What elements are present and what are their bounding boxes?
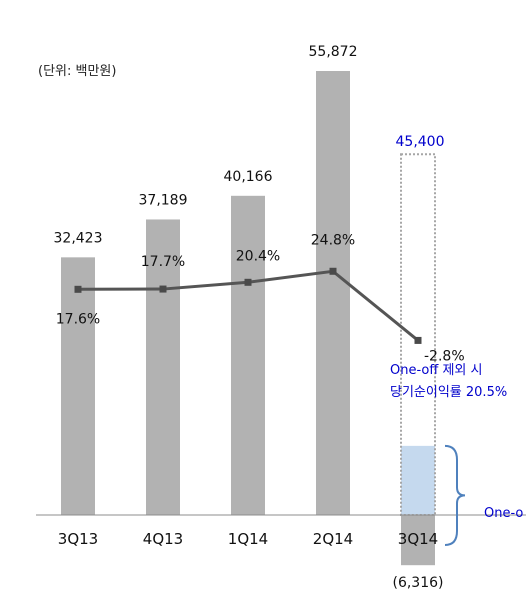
bar-2q14 — [316, 71, 350, 515]
oneoff-bracket — [444, 444, 466, 546]
margin-marker-3q14 — [414, 336, 422, 344]
margin-marker-2q14 — [329, 267, 337, 275]
category-label-3q14: 3Q14 — [398, 530, 438, 548]
margin-value-label-1q14: 20.4% — [236, 248, 280, 264]
margin-value-label-2q14: 24.8% — [311, 232, 355, 248]
oneoff-excluded-box — [400, 153, 436, 517]
category-label-3q13: 3Q13 — [58, 530, 98, 548]
margin-marker-3q13 — [74, 285, 82, 293]
bar-value-label-1q14: 40,166 — [224, 169, 273, 185]
unit-note: (단위: 백만원) — [38, 64, 117, 79]
bar-value-label-4q13: 37,189 — [139, 192, 188, 208]
oneoff-portion — [401, 445, 435, 515]
bar-value-label-3q14: (6,316) — [392, 575, 443, 591]
oneoff-excluded-value-label: 45,400 — [396, 134, 445, 150]
margin-value-label-3q14: -2.8% — [424, 348, 465, 364]
bar-1q14 — [231, 195, 265, 515]
oneoff-note-line2: 당기순이익률 20.5% — [390, 385, 507, 400]
margin-value-label-4q13: 17.7% — [141, 254, 185, 270]
bar-value-label-3q13: 32,423 — [54, 230, 103, 246]
bracket-label: One-o — [484, 506, 523, 521]
bar-4q13 — [146, 219, 180, 515]
oneoff-note-line1: One-off 제외 시 — [390, 363, 482, 378]
category-label-4q13: 4Q13 — [143, 530, 183, 548]
margin-value-label-3q13: 17.6% — [56, 311, 100, 327]
bar-3q14 — [401, 515, 435, 566]
margin-marker-4q13 — [159, 285, 167, 293]
category-label-1q14: 1Q14 — [228, 530, 268, 548]
margin-marker-1q14 — [244, 278, 252, 286]
category-label-2q14: 2Q14 — [313, 530, 353, 548]
bar-value-label-2q14: 55,872 — [309, 44, 358, 60]
bar-3q13 — [61, 257, 95, 515]
